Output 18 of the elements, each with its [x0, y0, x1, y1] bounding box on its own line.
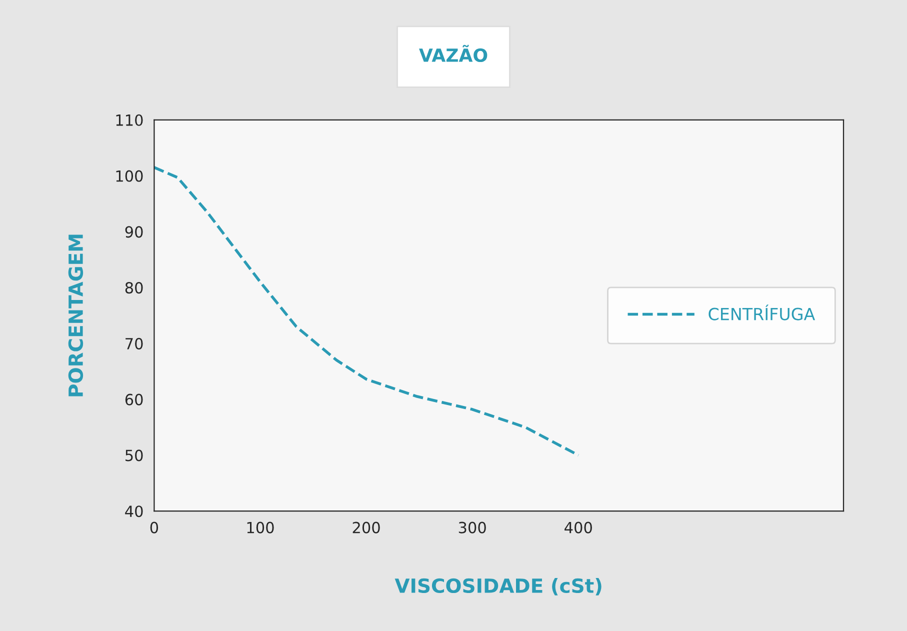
y-tick-label: 100 [116, 170, 143, 182]
chart-title: VAZÃO [419, 44, 488, 62]
y-tick-label: 80 [125, 282, 143, 294]
x-axis-title: VISCOSIDADE (cSt) [394, 578, 602, 596]
x-tick-label: 400 [564, 522, 592, 534]
y-tick-label: 90 [125, 226, 143, 238]
legend-label: CENTRÍFUGA [708, 304, 816, 320]
x-tick-label: 300 [458, 522, 486, 534]
y-axis-title: PORCENTAGEM [68, 234, 84, 396]
y-tick-label: 50 [126, 450, 143, 462]
line-series [154, 166, 580, 457]
x-tick-label: 0 [150, 522, 158, 534]
y-tick-label: 70 [126, 338, 143, 350]
y-tick-label: 110 [116, 114, 143, 126]
y-tick-label: 60 [125, 394, 143, 406]
y-tick-label: 40 [125, 506, 143, 518]
x-tick-label: 200 [352, 522, 380, 534]
x-tick-label: 100 [247, 522, 274, 534]
